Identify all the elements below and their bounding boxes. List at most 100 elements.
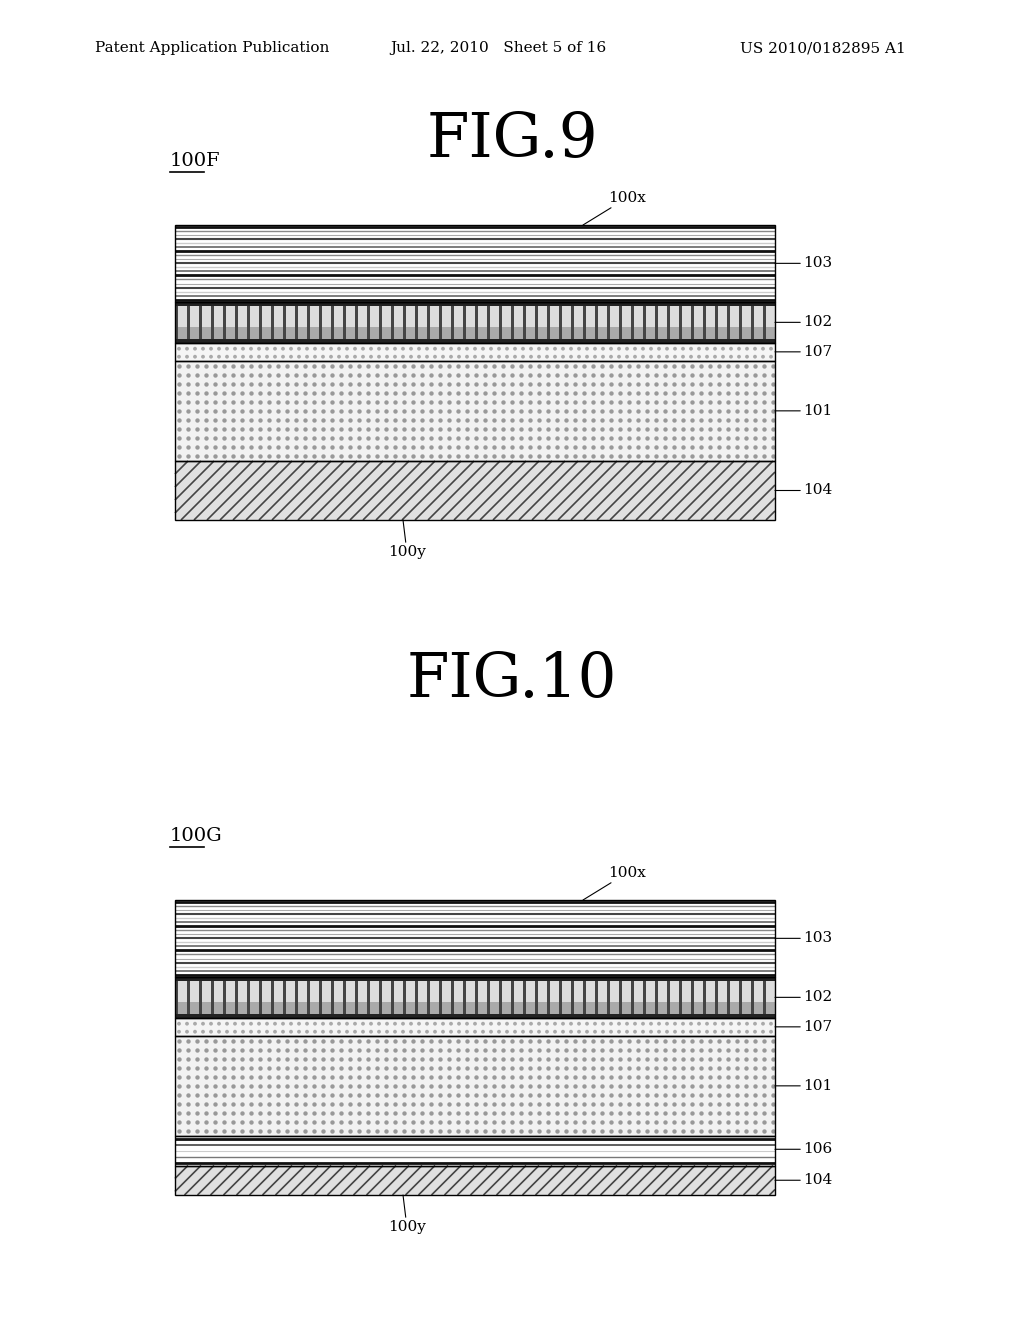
Circle shape (340, 1059, 343, 1061)
Circle shape (223, 1076, 226, 1078)
Circle shape (718, 437, 721, 440)
Circle shape (511, 1085, 514, 1088)
Circle shape (628, 411, 631, 413)
Circle shape (232, 1059, 234, 1061)
Circle shape (268, 1094, 271, 1097)
Circle shape (439, 374, 442, 378)
Circle shape (709, 1094, 712, 1097)
Circle shape (412, 455, 415, 458)
Circle shape (214, 1094, 217, 1097)
Circle shape (730, 347, 732, 350)
Circle shape (538, 1023, 541, 1024)
Circle shape (304, 1121, 307, 1125)
Circle shape (304, 1130, 307, 1133)
Circle shape (278, 455, 280, 458)
Circle shape (682, 374, 685, 378)
Circle shape (628, 1104, 631, 1106)
Circle shape (466, 1023, 468, 1024)
Circle shape (484, 1111, 487, 1115)
Circle shape (736, 446, 739, 449)
Circle shape (493, 437, 496, 440)
Circle shape (466, 392, 469, 395)
Circle shape (538, 392, 541, 395)
Circle shape (367, 383, 370, 385)
Circle shape (772, 392, 775, 395)
Circle shape (529, 401, 532, 404)
Circle shape (618, 383, 622, 385)
Circle shape (529, 446, 532, 449)
Circle shape (673, 1111, 676, 1115)
Circle shape (268, 418, 271, 422)
Circle shape (547, 1049, 550, 1052)
Circle shape (754, 1067, 757, 1071)
Circle shape (196, 1059, 199, 1061)
Circle shape (538, 383, 541, 385)
Circle shape (583, 1059, 586, 1061)
Circle shape (592, 401, 595, 404)
Circle shape (449, 455, 451, 458)
Circle shape (378, 355, 380, 358)
Circle shape (547, 1111, 550, 1115)
Circle shape (449, 411, 451, 413)
Circle shape (286, 1130, 289, 1133)
Text: 102: 102 (775, 990, 833, 1005)
Circle shape (403, 1059, 406, 1061)
Bar (322, 981, 331, 1002)
Circle shape (367, 374, 370, 378)
Bar (175, 977, 775, 1018)
Circle shape (412, 1059, 415, 1061)
Circle shape (736, 392, 739, 395)
Circle shape (736, 366, 739, 368)
Bar (514, 327, 523, 339)
Bar (646, 306, 655, 327)
Circle shape (313, 1130, 316, 1133)
Circle shape (682, 392, 685, 395)
Circle shape (538, 446, 541, 449)
Bar (598, 981, 607, 1002)
Bar (430, 306, 439, 327)
Text: 100G: 100G (170, 828, 222, 845)
Circle shape (538, 401, 541, 404)
Circle shape (358, 392, 361, 395)
Circle shape (592, 1104, 595, 1106)
Circle shape (547, 383, 550, 385)
Bar (418, 327, 427, 339)
Circle shape (394, 455, 397, 458)
Circle shape (449, 366, 451, 368)
Circle shape (718, 1067, 721, 1071)
Circle shape (214, 392, 217, 395)
Circle shape (434, 1031, 436, 1032)
Bar (430, 981, 439, 1002)
Circle shape (250, 366, 253, 368)
Circle shape (386, 1023, 388, 1024)
Circle shape (349, 1121, 352, 1125)
Circle shape (772, 1111, 775, 1115)
Bar (358, 327, 367, 339)
Circle shape (358, 1111, 361, 1115)
Circle shape (340, 1094, 343, 1097)
Text: FIG.9: FIG.9 (426, 110, 598, 170)
Circle shape (610, 455, 613, 458)
Circle shape (772, 1067, 775, 1071)
Circle shape (412, 392, 415, 395)
Circle shape (178, 392, 181, 395)
Circle shape (556, 392, 559, 395)
Circle shape (772, 437, 775, 440)
Circle shape (610, 347, 612, 350)
Bar (175, 1018, 775, 1036)
Circle shape (762, 355, 764, 358)
Circle shape (502, 374, 505, 378)
Circle shape (449, 418, 451, 422)
Circle shape (601, 366, 604, 368)
Circle shape (306, 347, 308, 350)
Bar (310, 306, 319, 327)
Circle shape (511, 1121, 514, 1125)
Circle shape (205, 446, 208, 449)
Circle shape (223, 1130, 226, 1133)
Circle shape (637, 1049, 640, 1052)
Circle shape (282, 355, 285, 358)
Circle shape (331, 1104, 334, 1106)
Text: 100y: 100y (388, 520, 426, 558)
Circle shape (196, 1121, 199, 1125)
Circle shape (754, 1059, 757, 1061)
